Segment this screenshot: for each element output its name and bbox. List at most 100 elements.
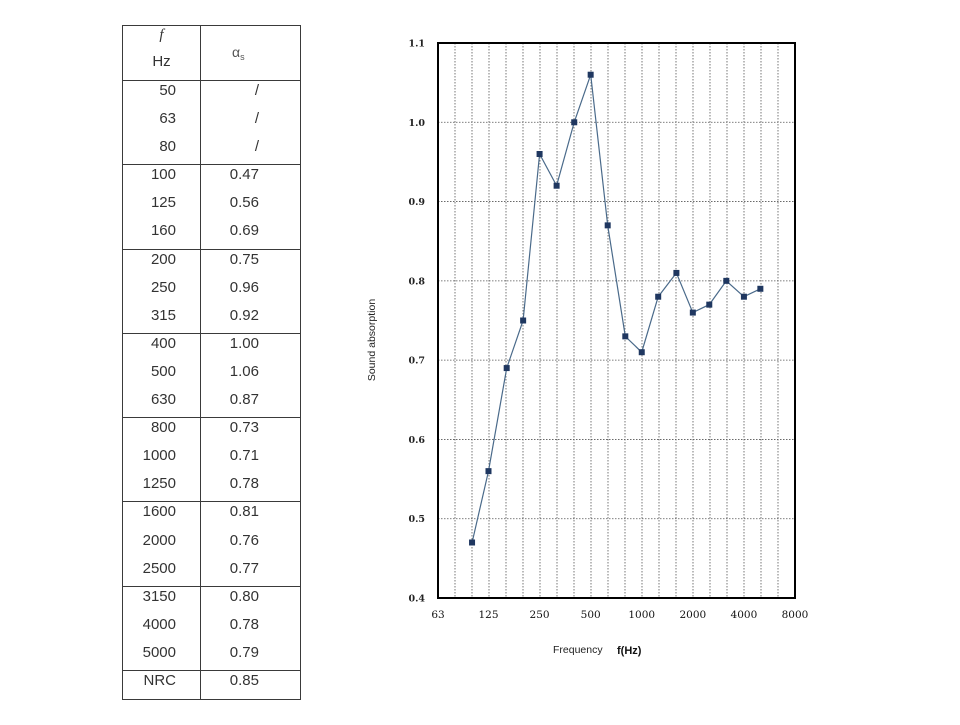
x-axis-unit-label: f(Hz) — [617, 645, 642, 657]
absorption-cell: 0.56 — [229, 194, 259, 212]
absorption-cell: 0.73 — [229, 419, 259, 437]
absorption-cell: 0.78 — [229, 615, 259, 633]
x-tick-label: 4000 — [731, 609, 758, 621]
frequency-cell: 1600 — [142, 503, 176, 521]
absorption-table: f Hz αs 50 / 63 / 80 / 100 0.47 125 0.56 160 0.69 20… — [122, 25, 301, 700]
table-row: 250 0.96 — [123, 278, 300, 306]
frequency-cell: 800 — [150, 419, 176, 437]
data-point — [520, 317, 527, 324]
frequency-cell: 500 — [150, 362, 176, 380]
table-row: 80 / — [123, 137, 300, 165]
column-divider — [200, 26, 201, 699]
absorption-cell: 0.80 — [229, 587, 259, 605]
frequency-cell: 63 — [159, 110, 176, 128]
table-row: 3150 0.80 — [123, 587, 300, 615]
table-row: 2500 0.77 — [123, 559, 300, 587]
nrc-value: 0.85 — [229, 672, 259, 689]
absorption-coefficient-header: αs — [232, 43, 245, 62]
data-point — [536, 151, 543, 157]
absorption-cell: 0.81 — [229, 503, 259, 521]
frequency-cell: 250 — [150, 278, 176, 296]
table-row: 200 0.75 — [123, 250, 300, 278]
absorption-cell: 0.71 — [229, 447, 259, 465]
frequency-cell: 1250 — [142, 475, 176, 493]
x-axis-label: Frequency — [553, 644, 603, 656]
absorption-cell: / — [254, 110, 259, 128]
data-point — [604, 222, 611, 229]
frequency-cell: 1000 — [142, 447, 176, 465]
sound-absorption-chart: 0.4 0.5 0.6 0.7 0.8 0.9 1.0 1.1 63 125 250 500 1000 2… — [366, 39, 809, 658]
row-group: 1600 0.81 2000 0.76 2500 0.77 — [123, 501, 300, 585]
table-row: 1600 0.81 — [123, 502, 300, 530]
grid — [438, 43, 795, 598]
absorption-cell: 0.96 — [229, 278, 259, 296]
row-group: 200 0.75 250 0.96 315 0.92 — [123, 248, 300, 334]
table-row: 100 0.47 — [123, 165, 300, 193]
frequency-cell: 5000 — [142, 643, 176, 661]
frequency-cell: 200 — [150, 250, 176, 268]
table-row: 125 0.56 — [123, 193, 300, 221]
absorption-cell: 0.76 — [229, 531, 259, 549]
y-tick-label: 0.7 — [408, 356, 425, 367]
row-group: 100 0.47 125 0.56 160 0.69 — [123, 164, 300, 248]
table-row: 315 0.92 — [123, 306, 300, 334]
absorption-cell: 1.00 — [229, 334, 259, 352]
data-point — [689, 309, 696, 316]
frequency-cell: 4000 — [142, 615, 176, 633]
alpha-symbol: α — [232, 44, 241, 60]
y-tick-label: 0.8 — [408, 276, 425, 287]
data-points — [469, 71, 764, 546]
y-tick-label: 0.4 — [408, 594, 425, 605]
frequency-cell: 630 — [150, 391, 176, 409]
data-point — [673, 269, 680, 276]
absorption-cell: 0.77 — [229, 559, 259, 577]
table-row: 63 / — [123, 109, 300, 137]
y-tick-label: 0.6 — [408, 435, 425, 446]
series-line — [471, 74, 761, 543]
y-tick-label: 0.5 — [408, 514, 425, 525]
table-row: 400 1.00 — [123, 334, 300, 362]
table-row: 2000 0.76 — [123, 531, 300, 559]
data-point — [757, 285, 764, 292]
data-point — [706, 301, 713, 308]
frequency-cell: 400 — [150, 334, 176, 352]
frequency-cell: 2500 — [142, 559, 176, 577]
x-tick-label: 125 — [478, 609, 498, 621]
absorption-cell: 0.92 — [229, 306, 259, 324]
table-row: 5000 0.79 — [123, 643, 300, 671]
frequency-cell: 100 — [150, 166, 176, 184]
y-tick-label: 1.1 — [408, 39, 425, 50]
row-group: 3150 0.80 4000 0.78 5000 0.79 — [123, 585, 300, 671]
data-point — [571, 119, 578, 126]
absorption-cell: / — [254, 82, 259, 99]
frequency-symbol: f — [159, 27, 164, 43]
data-point — [469, 539, 476, 546]
x-tick-label: 500 — [581, 609, 601, 621]
data-point — [723, 277, 730, 284]
row-group: 400 1.00 500 1.06 630 0.87 — [123, 332, 300, 418]
row-group: 50 / 63 / 80 / — [123, 80, 300, 164]
absorption-cell: 0.47 — [229, 166, 259, 184]
data-point — [503, 365, 510, 372]
frequency-cell: 315 — [150, 306, 176, 324]
absorption-cell: 0.78 — [229, 475, 259, 493]
absorption-cell: 0.75 — [229, 250, 259, 268]
row-group: 800 0.73 1000 0.71 1250 0.78 — [123, 417, 300, 501]
frequency-cell: 3150 — [142, 587, 176, 605]
frequency-unit: Hz — [152, 53, 171, 70]
absorption-cell: 0.69 — [229, 222, 259, 240]
table-row: 500 1.06 — [123, 362, 300, 390]
data-point — [740, 293, 747, 300]
table-row: 800 0.73 — [123, 418, 300, 446]
absorption-cell: 0.79 — [229, 643, 259, 661]
data-point — [587, 71, 594, 78]
absorption-cell: / — [254, 138, 259, 156]
x-tick-label: 8000 — [782, 609, 809, 621]
table-row: 630 0.87 — [123, 390, 300, 418]
alpha-subscript: s — [240, 52, 245, 62]
nrc-label: NRC — [143, 672, 177, 689]
table-row: 4000 0.78 — [123, 615, 300, 643]
frequency-cell: 160 — [150, 222, 176, 240]
data-point — [655, 293, 662, 300]
table-row: 50 / — [123, 81, 300, 109]
